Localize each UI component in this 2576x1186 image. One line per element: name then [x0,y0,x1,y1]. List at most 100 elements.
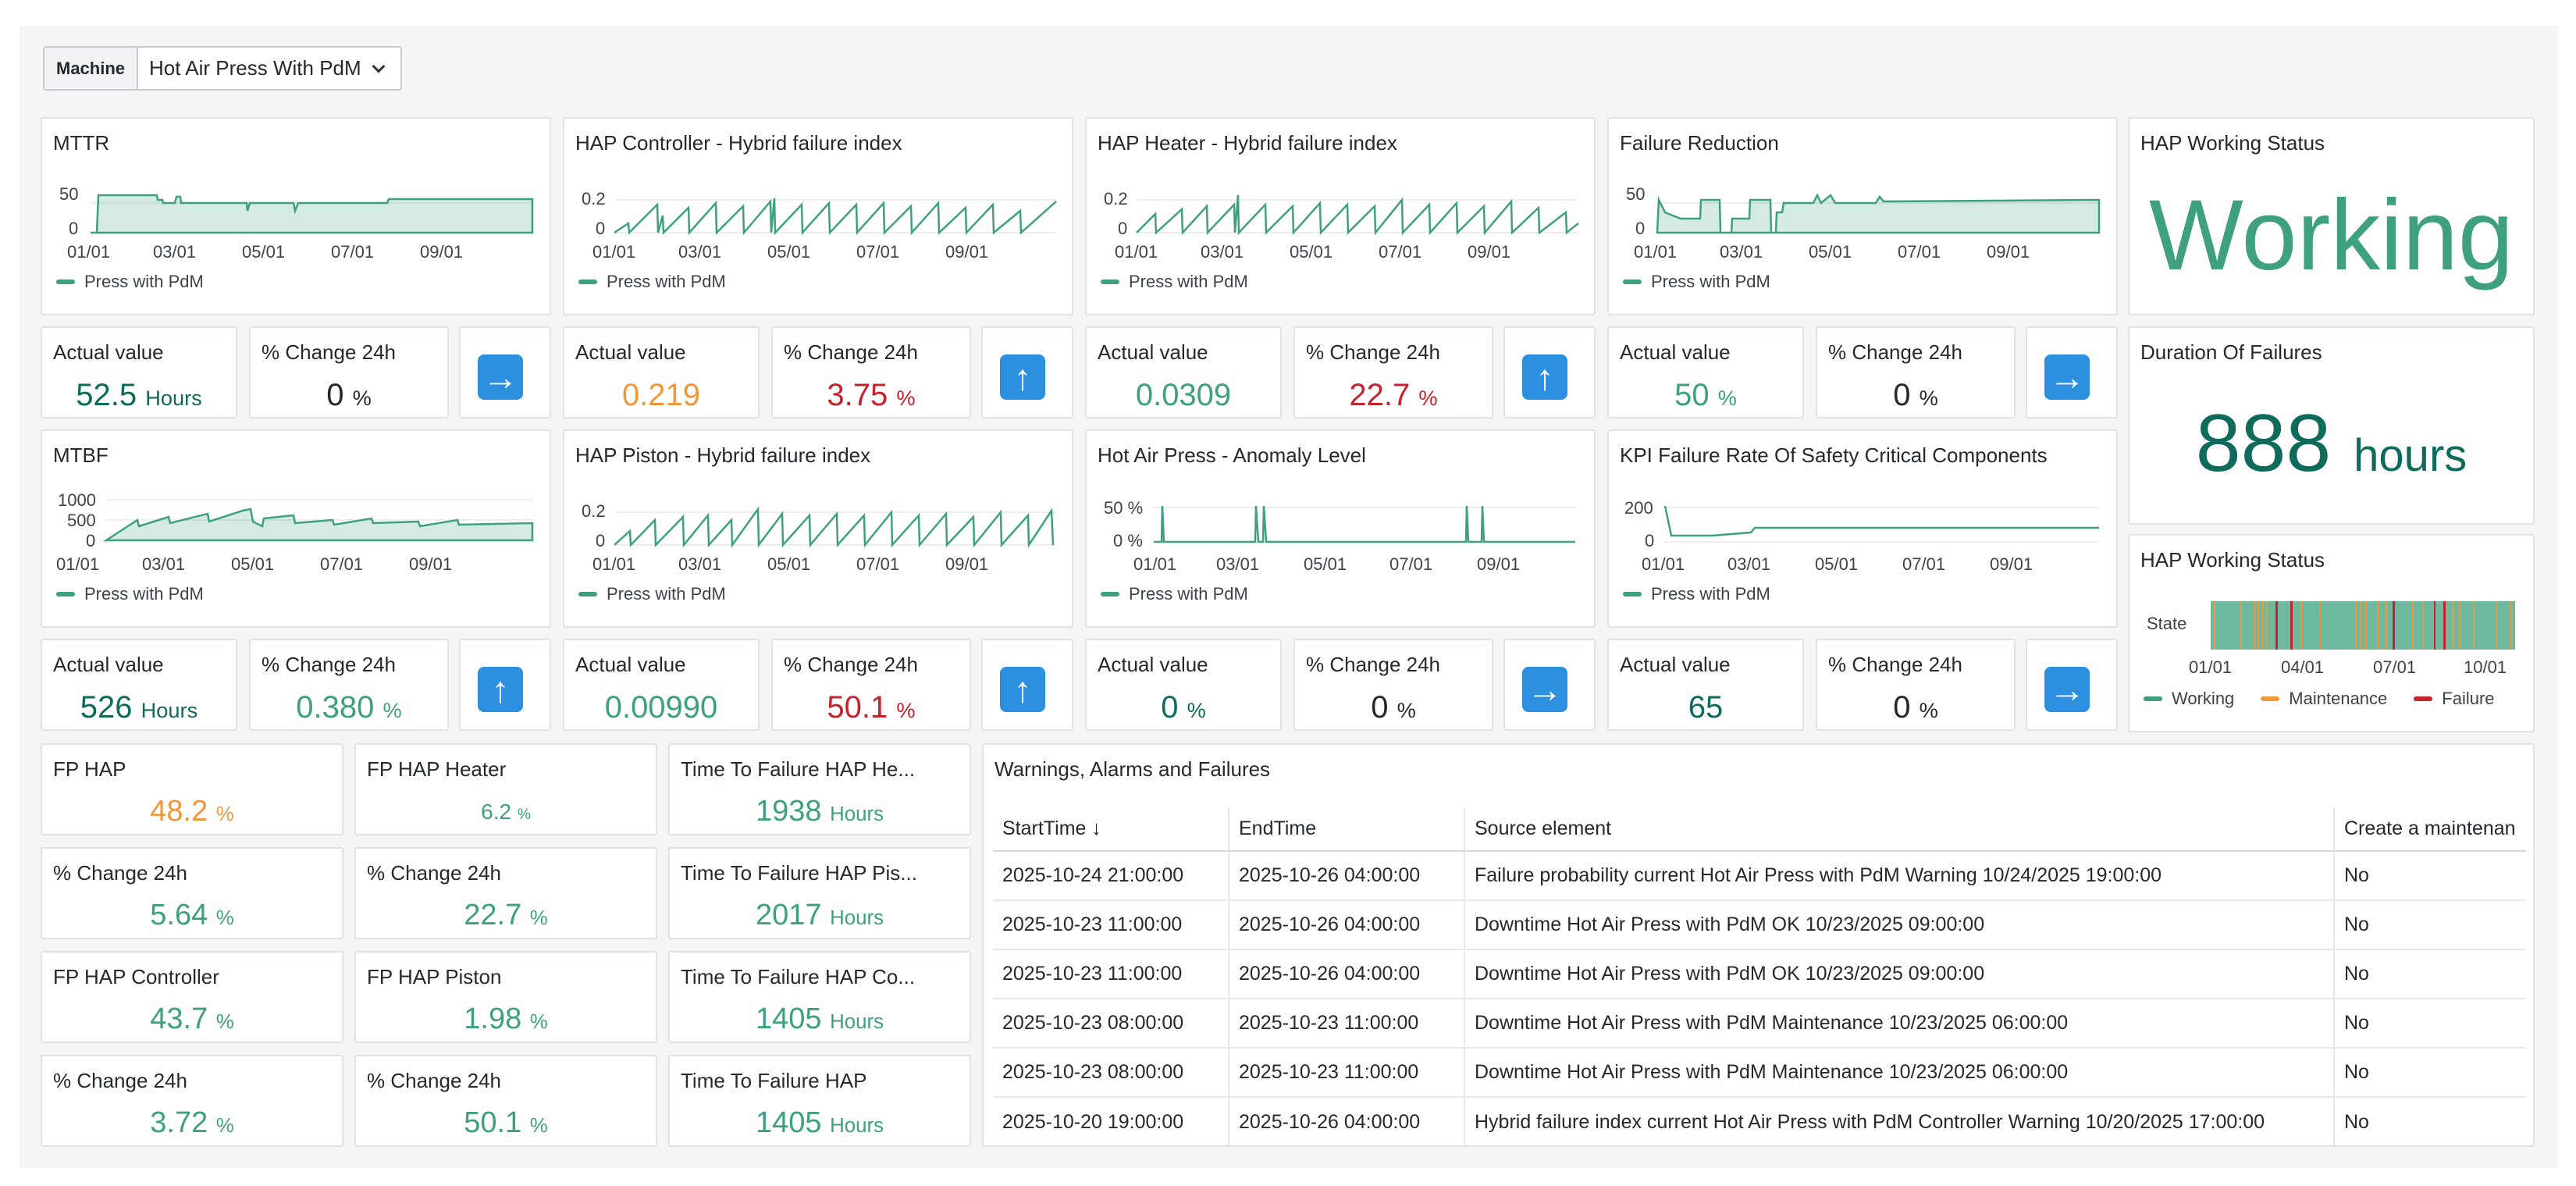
x-tick: 03/01 [678,242,722,262]
anomaly-panel: Hot Air Press - Anomaly Level 50 % 0 % 0… [1085,429,1596,628]
state-failure-segment [2443,601,2446,650]
cell-endtime: 2025-10-26 04:00:00 [1229,1097,1465,1145]
legend-swatch [56,592,75,597]
actual-value-panel: Actual value 0.219 [563,326,760,418]
panel-title: HAP Working Status [2140,548,2325,572]
column-header-maintenance[interactable]: Create a maintenan [2334,807,2526,852]
table-row[interactable]: 2025-10-23 11:00:00 2025-10-26 04:00:00 … [993,900,2526,950]
x-tick: 07/01 [2373,657,2417,677]
cell-starttime: 2025-10-24 21:00:00 [993,851,1229,901]
legend-item[interactable]: Working [2144,689,2234,709]
hap-piston-panel: HAP Piston - Hybrid failure index 0.2 0 … [563,429,1073,628]
cell-maintenance: No [2334,1048,2526,1098]
legend[interactable]: Press with PdM [578,584,726,604]
state-failure-segment [2393,601,2395,650]
table-row[interactable]: 2025-10-23 08:00:00 2025-10-23 11:00:00 … [993,999,2526,1049]
state-maintenance-segment [2473,601,2475,650]
fp-stat: 6.2 % [481,800,531,824]
state-maintenance-segment [2510,601,2512,650]
cell-maintenance: No [2334,900,2526,950]
state-timeline-bar[interactable] [2211,601,2515,650]
legend-item[interactable]: Maintenance [2261,689,2387,709]
hap-heater-panel: HAP Heater - Hybrid failure index 0.2 0 … [1085,117,1596,315]
cell-starttime: 2025-10-23 11:00:00 [993,900,1229,950]
panel-title: % Change 24h [1306,653,1441,676]
change-24h-panel: % Change 24h 0 % [249,326,449,418]
x-tick: 03/01 [1216,554,1260,574]
legend-swatch [56,280,75,284]
x-tick: 03/01 [1201,242,1244,262]
legend-swatch [1623,592,1642,597]
legend-item[interactable]: Failure [2414,689,2495,709]
x-tick: 01/01 [1115,242,1158,262]
table-row[interactable]: 2025-10-20 19:00:00 2025-10-26 04:00:00 … [993,1097,2526,1145]
panel-title: % Change 24h [1828,340,1963,364]
state-maintenance-segment [2240,601,2242,650]
arrow-right-icon: → [478,354,523,400]
x-tick: 03/01 [153,242,197,262]
duration-value: 888 [2195,398,2332,489]
x-tick: 07/01 [856,554,900,574]
state-maintenance-segment [2258,601,2259,650]
table-header-row: StartTime ↓ EndTime Source element Creat… [993,807,2526,852]
actual-value-stat: 526 Hours [80,690,198,725]
column-header-starttime[interactable]: StartTime ↓ [993,807,1229,852]
column-header-endtime[interactable]: EndTime [1229,807,1465,852]
x-tick: 03/01 [1720,242,1763,262]
x-tick: 05/01 [767,554,811,574]
x-tick: 05/01 [767,242,811,262]
arrow-up-icon: ↑ [1000,667,1045,712]
x-tick: 01/01 [67,242,111,262]
panel-title: % Change 24h [262,653,397,676]
legend[interactable]: Press with PdM [1623,584,1770,604]
machine-value: Hot Air Press With PdM [149,56,361,80]
table-row[interactable]: 2025-10-24 21:00:00 2025-10-26 04:00:00 … [993,851,2526,901]
cell-source: Hybrid failure index current Hot Air Pre… [1464,1097,2335,1145]
legend-swatch [2144,696,2162,701]
panel-title: Actual value [53,340,164,364]
fp-stat: 1.98 % [464,1003,548,1035]
mttr-series [91,194,534,234]
legend[interactable]: Press with PdM [1101,272,1248,292]
machine-dropdown[interactable]: Hot Air Press With PdM [138,48,400,89]
y-tick: 50 [1626,184,1646,204]
fp-stat: 50.1 % [464,1106,548,1139]
state-maintenance-segment [2319,601,2321,650]
panel-title: % Change 24h [53,861,188,885]
fp-panel: % Change 24h 5.64 % [41,847,343,939]
state-failure-segment [2434,601,2435,650]
trend-panel: ↑ [981,326,1073,418]
panel-title: FP HAP Piston [367,965,502,988]
panel-title: % Change 24h [1306,340,1441,364]
cell-endtime: 2025-10-26 04:00:00 [1229,851,1465,901]
legend[interactable]: Press with PdM [56,584,204,604]
x-tick: 09/01 [1990,554,2033,574]
x-tick: 04/01 [2281,657,2325,677]
legend[interactable]: Press with PdM [56,272,204,292]
machine-selector[interactable]: Machine Hot Air Press With PdM [43,46,402,91]
column-header-source[interactable]: Source element [1464,807,2335,852]
legend[interactable]: Press with PdM [578,272,726,292]
anomaly-chart [1154,505,1575,543]
anomaly-series [1154,505,1575,543]
trend-panel: ↑ [1503,326,1596,418]
legend-swatch [578,280,597,284]
legend[interactable]: Press with PdM [1623,272,1770,292]
fp-panel: % Change 24h 3.72 % [41,1055,343,1147]
table-row[interactable]: 2025-10-23 11:00:00 2025-10-26 04:00:00 … [993,949,2526,999]
sort-desc-icon: ↓ [1091,817,1101,839]
change-value-stat: 0 % [326,378,372,412]
x-tick: 10/01 [2464,657,2507,677]
change-24h-panel: % Change 24h 3.75 % [771,326,971,418]
panel-title: Actual value [1620,340,1731,364]
change-value-stat: 0.380 % [296,690,402,725]
fp-stat: 1938 Hours [755,795,884,828]
table-row[interactable]: 2025-10-23 08:00:00 2025-10-23 11:00:00 … [993,1048,2526,1098]
x-tick: 05/01 [1290,242,1333,262]
cell-source: Downtime Hot Air Press with PdM OK 10/23… [1464,900,2335,950]
fp-panel: Time To Failure HAP Pis... 2017 Hours [668,847,971,939]
panel-title: Duration Of Failures [2140,340,2322,364]
legend[interactable]: Press with PdM [1101,584,1248,604]
panel-title: Actual value [53,653,164,676]
state-maintenance-segment [2377,601,2379,650]
